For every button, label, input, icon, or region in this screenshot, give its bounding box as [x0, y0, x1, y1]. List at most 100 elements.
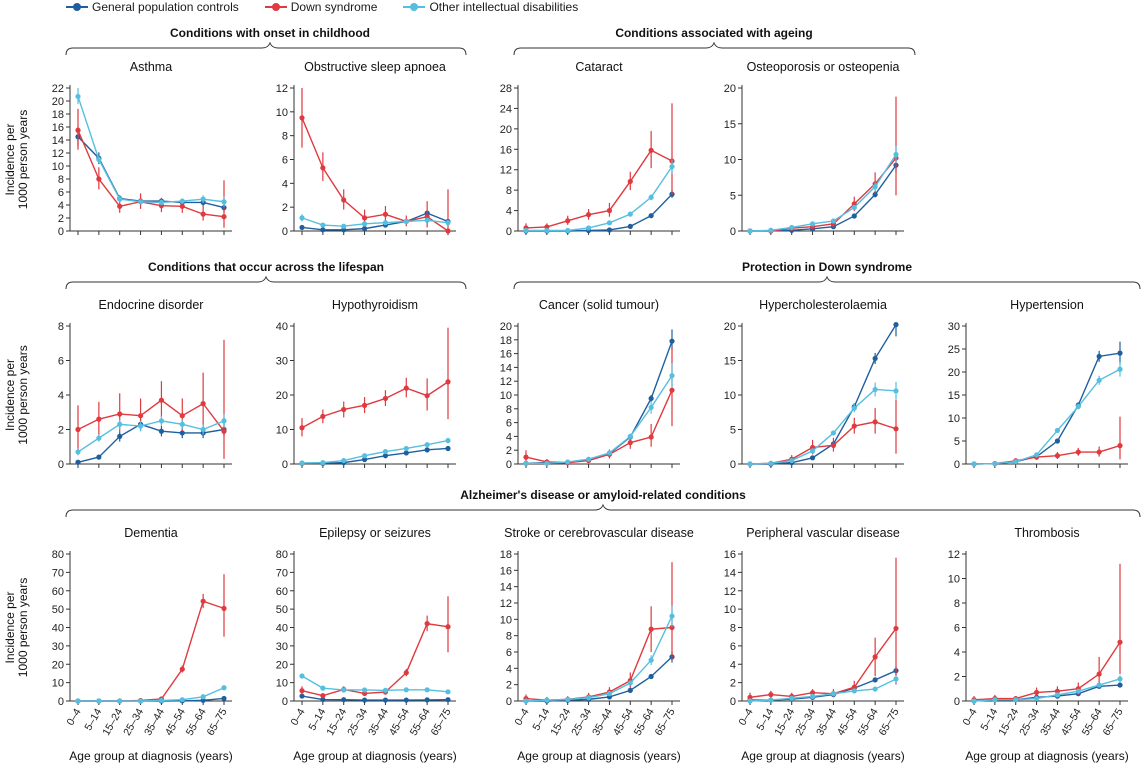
data-point [1033, 452, 1040, 458]
data-point [137, 199, 144, 205]
series-line [301, 622, 449, 697]
legend-item-controls: General population controls [66, 0, 239, 14]
data-point [361, 456, 368, 463]
series-down-syndrome [523, 103, 675, 231]
y-tick-label: 8 [58, 321, 64, 333]
data-point [768, 227, 774, 233]
data-point [789, 457, 795, 464]
group-brace-4: Alzheimer's disease or amyloid-related c… [65, 488, 1141, 518]
data-point [893, 322, 899, 328]
data-point [137, 423, 144, 429]
data-point [851, 684, 857, 690]
legend-swatch-controls [66, 2, 88, 12]
data-point [299, 688, 305, 694]
data-point [1054, 453, 1061, 459]
data-point [200, 426, 206, 433]
series-controls [971, 341, 1123, 467]
y-tick-label: 25 [948, 344, 960, 356]
data-point [565, 696, 571, 702]
data-point [221, 685, 227, 691]
y-tick-label: 0 [730, 696, 736, 708]
series-line [973, 641, 1121, 701]
brace-line [65, 503, 1141, 518]
data-point [445, 445, 451, 452]
series-line [78, 687, 225, 702]
data-point [445, 624, 451, 630]
y-tick-label: 15 [724, 119, 736, 131]
data-point [809, 693, 816, 700]
data-point [382, 220, 389, 226]
data-point [606, 691, 613, 697]
chart-title: Peripheral vascular disease [746, 526, 900, 540]
data-point [221, 199, 227, 205]
y-tick-label: 10 [948, 574, 960, 586]
data-point [669, 338, 675, 344]
data-point [648, 395, 654, 402]
series-line [749, 154, 897, 232]
series-controls [523, 329, 675, 466]
data-point [627, 223, 633, 230]
group-label: Alzheimer's disease or amyloid-related c… [460, 488, 746, 502]
x-tick-label: 0–4 [512, 706, 531, 727]
data-point [299, 425, 305, 431]
data-point [971, 461, 977, 467]
data-point [96, 435, 102, 441]
data-point [75, 426, 81, 433]
data-point [992, 697, 998, 703]
y-tick-label: 14 [52, 135, 64, 147]
y-tick-label: 4 [954, 647, 960, 659]
series-other-id [747, 675, 899, 704]
legend-label-controls: General population controls [92, 0, 239, 14]
data-point [137, 413, 144, 419]
series-other-id [971, 361, 1123, 467]
data-point [320, 413, 326, 419]
x-axis-title: Age group at diagnosis (years) [293, 749, 456, 763]
data-point [200, 694, 206, 700]
series-line [749, 388, 897, 465]
y-tick-label: 6 [954, 623, 960, 635]
series-line [301, 217, 449, 227]
x-tick-label: 0–4 [288, 706, 307, 727]
data-point [341, 223, 347, 229]
data-point [585, 456, 592, 462]
data-point [75, 127, 81, 133]
data-point [221, 695, 227, 702]
data-point [341, 457, 347, 464]
series-line [973, 678, 1121, 702]
series-line [77, 420, 225, 453]
data-point [830, 442, 837, 448]
series-line [749, 628, 897, 699]
x-tick-label: 0–4 [64, 706, 83, 727]
chart-title: Dementia [124, 526, 178, 540]
data-point [117, 196, 123, 202]
x-tick-label: 65–75 [877, 706, 902, 737]
y-axis-title-row-0: Incidence per 1000 person years [3, 110, 30, 209]
data-point [606, 450, 613, 456]
data-point [424, 447, 430, 453]
data-point [117, 433, 123, 439]
legend-label-down-syndrome: Down syndrome [290, 0, 378, 14]
chart-title: Hypercholesterolaemia [759, 298, 887, 312]
data-point [851, 213, 857, 219]
data-point [669, 613, 675, 619]
series-other-id [75, 88, 227, 207]
data-point [1075, 403, 1081, 410]
y-tick-label: 4 [506, 663, 512, 675]
data-point [117, 203, 123, 209]
y-tick-label: 10 [276, 678, 288, 690]
series-line [750, 157, 897, 232]
data-point [96, 454, 102, 460]
y-tick-label: 12 [276, 83, 288, 95]
data-point [320, 693, 326, 699]
y-tick-label: 8 [282, 131, 288, 143]
chart-panel-9: Dementia010203040506070800–45–1415–2425–… [52, 526, 233, 763]
data-point [872, 677, 878, 683]
data-point [361, 402, 368, 408]
data-point [299, 460, 305, 466]
y-tick-label: 15 [948, 390, 960, 402]
data-point [809, 448, 816, 454]
data-point [648, 147, 654, 153]
data-point [299, 215, 305, 221]
data-point [565, 227, 571, 234]
